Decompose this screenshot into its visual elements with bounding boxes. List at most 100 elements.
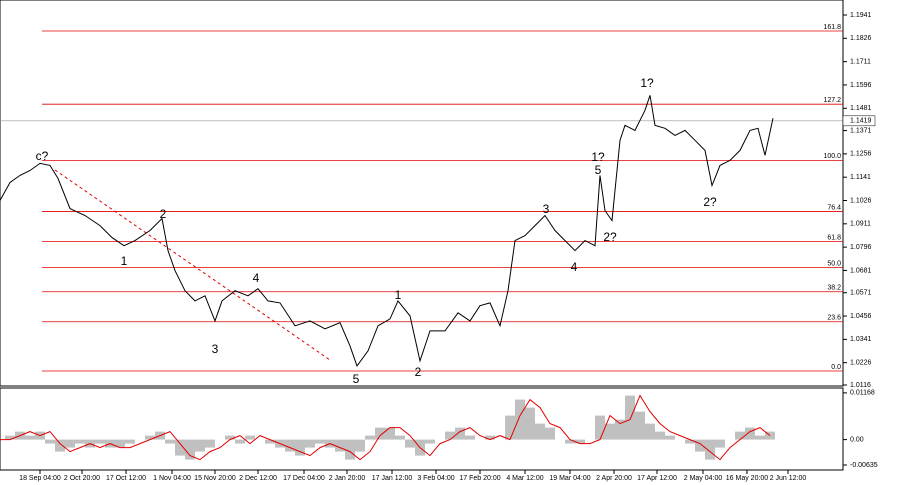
y-tick-label: 1.0341 — [850, 336, 872, 343]
histogram-bar — [205, 439, 215, 448]
price-pane-border — [0, 0, 844, 387]
histogram-bar — [245, 435, 255, 440]
histogram-bar — [295, 439, 305, 456]
histogram-bar — [5, 435, 15, 440]
histogram-bar — [755, 435, 765, 440]
histogram-bar — [455, 427, 465, 440]
histogram-bar — [235, 439, 245, 444]
y-tick-label: 1.1941 — [850, 12, 872, 19]
x-tick-label: 2 May 04:00 — [684, 475, 723, 482]
x-tick-label: 19 Mar 04:00 — [549, 475, 590, 482]
fib-label: 161.8 — [823, 24, 841, 31]
y-tick-label: 1.1141 — [850, 174, 871, 181]
wave-label: 5 — [353, 372, 360, 386]
x-tick-label: 4 Mar 12:00 — [506, 475, 543, 482]
wave-label: 3 — [543, 202, 550, 216]
current-price-box — [842, 115, 876, 127]
histogram-bar — [595, 415, 605, 440]
histogram-bar — [515, 399, 525, 440]
histogram-bar — [645, 423, 655, 440]
histogram-bar — [445, 431, 455, 440]
fib-label: 76.4 — [827, 204, 841, 211]
wave-label: 2? — [703, 195, 717, 209]
y-tick-label: 1.1711 — [850, 58, 871, 65]
fib-label: 61.8 — [827, 234, 841, 241]
y-tick-label: 1.1481 — [850, 105, 872, 112]
histogram-bar — [565, 439, 575, 444]
y-tick-label: 1.0681 — [850, 267, 872, 274]
histogram-bar — [665, 435, 675, 440]
x-tick-label: 1 Nov 04:00 — [153, 475, 191, 482]
wave-label: 4 — [253, 271, 260, 285]
histogram-bar — [705, 439, 715, 460]
trend-line — [54, 169, 331, 361]
y-tick-label: 1.0571 — [850, 290, 872, 297]
histogram-bar — [375, 427, 385, 440]
wave-label: 2? — [603, 230, 617, 244]
x-tick-label: 2 Jan 20:00 — [329, 475, 366, 482]
histogram-bar — [95, 439, 105, 444]
histogram-bar — [365, 435, 375, 440]
histogram-bar — [55, 439, 65, 452]
wave-label: 1? — [591, 150, 605, 164]
y-tick-label: 1.0116 — [850, 382, 871, 389]
histogram-bar — [605, 423, 615, 440]
wave-label: 1 — [121, 254, 128, 268]
histogram-bar — [45, 439, 55, 444]
histogram-bar — [545, 427, 555, 440]
fib-label: 100.0 — [823, 153, 841, 160]
x-tick-label: 2 Jun 12:00 — [770, 475, 807, 482]
signal-line — [0, 394, 771, 461]
histogram-bar — [745, 427, 755, 440]
x-tick-label: 18 Sep 04:00 — [19, 475, 61, 482]
histogram-bar — [345, 439, 355, 460]
y-tick-label: 1.0226 — [850, 360, 872, 367]
histogram-bar — [265, 439, 275, 444]
histogram-bar — [655, 431, 665, 440]
x-tick-label: 2 Dec 12:00 — [239, 475, 277, 482]
histogram-bar — [335, 439, 345, 452]
y-tick-label: 1.1826 — [850, 35, 872, 42]
wave-label: 3 — [212, 342, 219, 356]
fib-label: 127.2 — [823, 97, 841, 104]
histogram-bar — [115, 439, 125, 448]
price-line — [0, 95, 774, 367]
x-tick-label: 17 Feb 20:00 — [459, 475, 500, 482]
x-tick-label: 2 Apr 20:00 — [596, 475, 632, 482]
y-tick-label: 0.00 — [850, 436, 864, 443]
histogram-bar — [465, 435, 475, 440]
histogram-bar — [145, 435, 155, 440]
histogram-bar — [635, 411, 645, 440]
x-tick-label: 17 Jan 12:00 — [372, 475, 413, 482]
wave-label: 5 — [595, 163, 602, 177]
histogram-bar — [25, 435, 35, 440]
x-tick-label: 17 Oct 12:00 — [106, 475, 146, 482]
histogram-bar — [355, 439, 365, 452]
y-tick-label: -0.00635 — [850, 462, 878, 469]
wave-label: c? — [36, 149, 49, 163]
y-tick-label: 1.1026 — [850, 197, 872, 204]
histogram-bar — [305, 439, 315, 448]
histogram-bar — [695, 439, 705, 452]
histogram-bar — [65, 439, 75, 448]
histogram-bar — [395, 435, 405, 440]
histogram-bar — [195, 439, 205, 452]
wave-label: 2 — [415, 365, 422, 379]
histogram-bar — [425, 439, 435, 444]
y-tick-label: 0.01168 — [850, 390, 875, 397]
histogram-bar — [625, 395, 635, 440]
histogram-bar — [405, 439, 415, 448]
histogram-bar — [685, 439, 695, 444]
oscillator-pane-border — [0, 387, 844, 471]
histogram-bar — [575, 439, 585, 444]
histogram-bar — [225, 435, 235, 440]
histogram-bar — [525, 407, 535, 440]
histogram-bar — [315, 439, 325, 444]
histogram-bar — [285, 439, 295, 452]
histogram-bar — [385, 427, 395, 440]
current-price-label: 1.1419 — [850, 118, 872, 125]
histogram-bar — [175, 439, 185, 456]
y-tick-label: 1.1256 — [850, 151, 872, 158]
fib-label: 50.0 — [827, 260, 841, 267]
